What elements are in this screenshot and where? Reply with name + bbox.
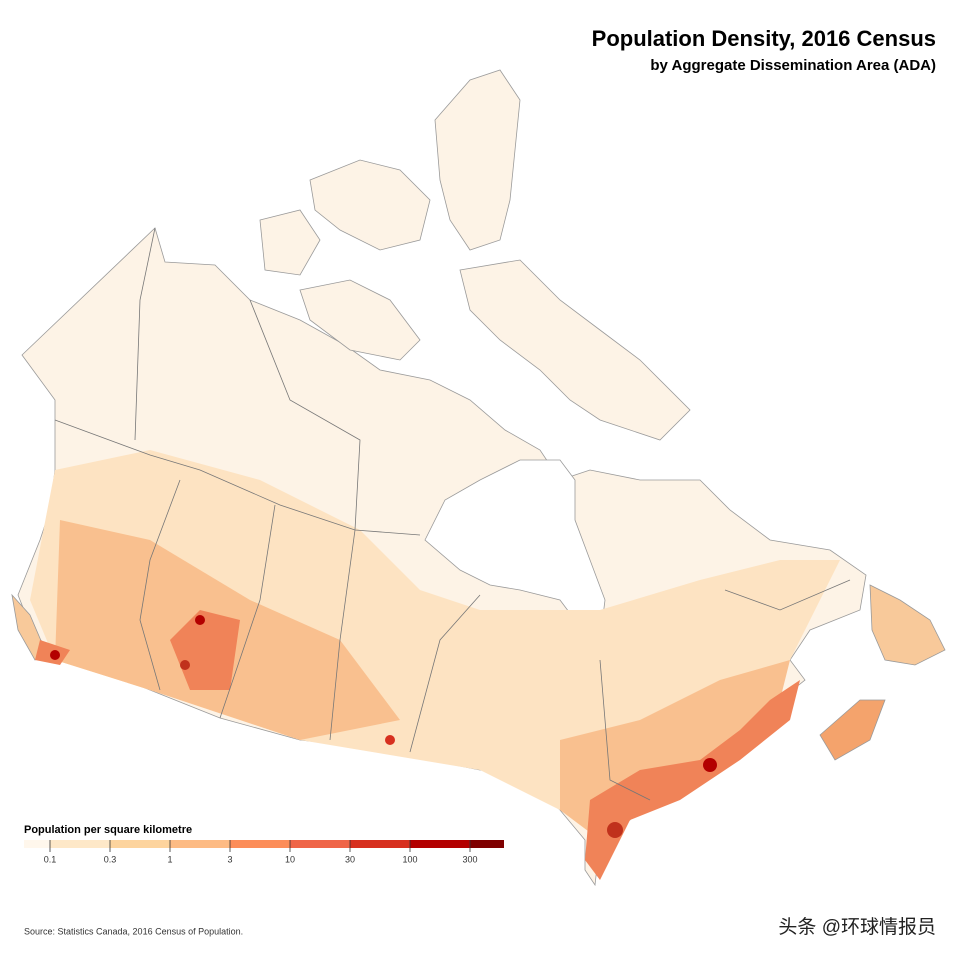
legend-tick-label: 30 xyxy=(345,854,355,864)
border xyxy=(54,419,421,536)
city xyxy=(607,822,623,838)
border xyxy=(139,479,181,691)
density-zones xyxy=(30,450,840,880)
legend-swatch xyxy=(50,840,110,848)
legend-tick-label: 3 xyxy=(227,854,232,864)
hudson-bay xyxy=(424,459,606,661)
border xyxy=(219,504,276,719)
legend: 0.1 0.3 1 3 10 30 100 300 xyxy=(24,840,504,864)
source: Source: Statistics Canada, 2016 Census o… xyxy=(24,926,243,936)
legend-swatch xyxy=(24,840,50,848)
legend-swatch xyxy=(350,840,410,848)
border xyxy=(329,529,356,741)
arctic-island xyxy=(259,209,321,276)
city xyxy=(195,615,205,625)
city xyxy=(703,758,717,772)
arctic-island xyxy=(434,69,521,251)
legend-tick-label: 0.3 xyxy=(104,854,117,864)
border xyxy=(249,299,361,531)
legend-tick-label: 10 xyxy=(285,854,295,864)
city xyxy=(385,735,395,745)
borders xyxy=(54,227,851,801)
city xyxy=(50,650,60,660)
legend-swatch xyxy=(170,840,230,848)
legend-swatch xyxy=(470,840,504,848)
subtitle: by Aggregate Dissemination Area (ADA) xyxy=(650,57,936,74)
border xyxy=(724,579,851,611)
newfoundland xyxy=(869,584,946,666)
border xyxy=(409,594,481,753)
legend-swatch xyxy=(110,840,170,848)
legend-title: Population per square kilometre xyxy=(24,824,192,836)
legend-tick-label: 1 xyxy=(167,854,172,864)
border xyxy=(134,227,156,441)
legend-tick-label: 100 xyxy=(402,854,417,864)
legend-tick-label: 300 xyxy=(462,854,477,864)
watermark: 头条 @环球情报员 xyxy=(778,916,936,938)
city xyxy=(180,660,190,670)
legend-tick-label: 0.1 xyxy=(44,854,57,864)
legend-swatch xyxy=(410,840,470,848)
density-zone xyxy=(170,610,240,690)
border xyxy=(599,659,651,801)
arctic-island xyxy=(309,159,431,251)
arctic-island xyxy=(299,279,421,361)
legend-swatch xyxy=(290,840,350,848)
legend-swatch xyxy=(230,840,290,848)
nova-scotia xyxy=(819,699,886,761)
arctic-island xyxy=(459,259,691,441)
density-zone xyxy=(585,680,800,880)
title: Population Density, 2016 Census xyxy=(592,26,936,51)
